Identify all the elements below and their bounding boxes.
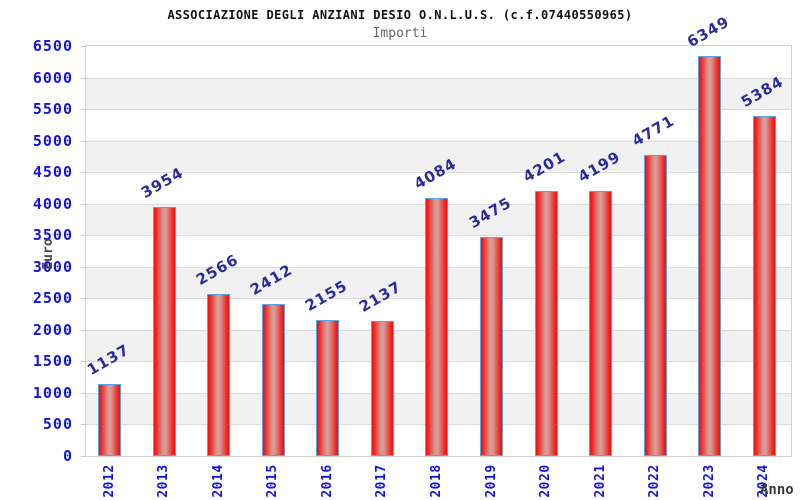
gridline	[86, 172, 791, 173]
y-tick-label: 3000	[32, 258, 73, 276]
y-tick-mark	[81, 46, 86, 47]
bar-value-label: 4201	[520, 147, 569, 186]
bar-2020	[535, 191, 558, 456]
bar-2012	[98, 384, 121, 456]
y-tick-label: 3500	[32, 226, 73, 244]
bar-2016	[316, 320, 339, 456]
y-tick-mark	[81, 109, 86, 110]
bar-value-label: 3954	[138, 163, 187, 202]
y-tick-label: 2500	[32, 289, 73, 307]
y-tick-mark	[81, 204, 86, 205]
y-axis-title: Euro	[41, 238, 56, 270]
bar-2024	[753, 116, 776, 456]
y-tick-label: 6500	[32, 37, 73, 55]
plot-area: 1137 2012 3954 2013 2566 2014 2412 2015 2155 2016…	[81, 13, 792, 498]
x-axis-title: Anno	[760, 482, 794, 498]
y-tick-label: 1500	[32, 352, 73, 370]
x-tick-label: 2016	[320, 464, 335, 498]
y-tick-label: 4000	[32, 195, 73, 213]
x-tick-label: 2012	[102, 464, 117, 498]
y-tick-label: 0	[62, 447, 73, 465]
bar-value-label: 2137	[356, 277, 405, 316]
x-tick-label: 2015	[265, 464, 280, 498]
bar-2014	[207, 294, 230, 456]
y-tick-label: 500	[42, 415, 73, 433]
x-tick-label: 2018	[429, 464, 444, 498]
y-tick-label: 5500	[32, 100, 73, 118]
y-tick-mark	[81, 393, 86, 394]
x-tick-label: 2017	[374, 464, 389, 498]
y-tick-label: 5000	[32, 132, 73, 150]
y-tick-label: 1000	[32, 384, 73, 402]
bar-value-label: 4084	[411, 154, 460, 193]
x-tick-label: 2014	[211, 464, 226, 498]
bar-2017	[371, 321, 394, 456]
x-tick-label: 2019	[484, 464, 499, 498]
chart-title: ASSOCIAZIONE DEGLI ANZIANI DESIO O.N.L.U…	[167, 8, 633, 22]
gridline	[86, 141, 791, 142]
y-tick-mark	[81, 141, 86, 142]
y-tick-mark	[81, 330, 86, 331]
y-tick-mark	[81, 361, 86, 362]
bar-2022	[644, 155, 667, 456]
y-tick-mark	[81, 78, 86, 79]
bar-2015	[262, 304, 285, 456]
bar-2021	[589, 191, 612, 456]
bar-2019	[480, 237, 503, 456]
x-tick-label: 2022	[647, 464, 662, 498]
bar-value-label: 4199	[575, 147, 624, 186]
bar-2013	[153, 207, 176, 456]
bar-value-label: 2566	[193, 250, 242, 289]
y-tick-mark	[81, 172, 86, 173]
gridline	[86, 78, 791, 79]
bar-value-label: 1137	[84, 340, 133, 379]
bar-2018	[425, 198, 448, 456]
y-axis: 0 500 1000 1500 2000 2500 3000 3500 4000 4500 5000…	[0, 38, 73, 464]
y-tick-mark	[81, 267, 86, 268]
bar-value-label: 2155	[302, 276, 351, 315]
y-tick-mark	[81, 235, 86, 236]
chart-subtitle: Importi	[372, 26, 428, 41]
y-tick-label: 2000	[32, 321, 73, 339]
y-tick-label: 4500	[32, 163, 73, 181]
x-tick-label: 2023	[702, 464, 717, 498]
x-tick-label: 2021	[593, 464, 608, 498]
gridline	[86, 109, 791, 110]
bar-value-label: 3475	[466, 193, 515, 232]
bar-2023	[698, 56, 721, 456]
x-tick-label: 2020	[538, 464, 553, 498]
y-tick-mark	[81, 456, 86, 457]
bar-value-label: 4771	[629, 111, 678, 150]
y-tick-mark	[81, 424, 86, 425]
y-tick-mark	[81, 298, 86, 299]
y-tick-label: 6000	[32, 69, 73, 87]
x-tick-label: 2013	[156, 464, 171, 498]
